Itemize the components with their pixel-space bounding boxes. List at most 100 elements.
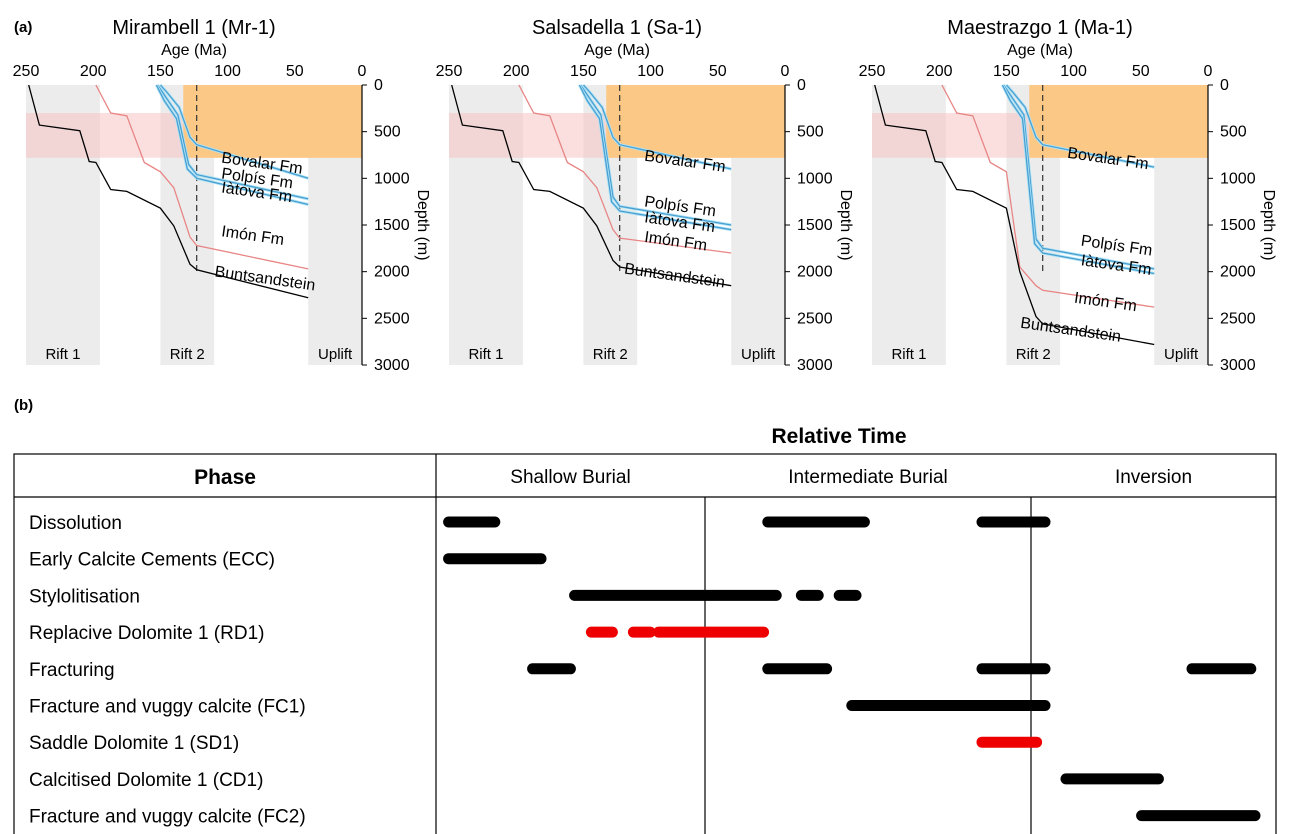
chart-title: Maestrazgo 1 (Ma-1) — [947, 17, 1133, 39]
age-axis-label: Age (Ma) — [584, 42, 650, 59]
phase-label: Dissolution — [29, 513, 122, 534]
series-label: Imón Fm — [220, 223, 285, 249]
phase-label: Stylolitisation — [29, 586, 140, 607]
phase-row: Calcitised Dolomite 1 (CD1) — [29, 770, 1164, 791]
series-label: Buntsandstein — [214, 263, 317, 294]
phase-header: Phase — [194, 466, 256, 489]
burial-chart-1: Mirambell 1 (Mr-1) Age (Ma) 250 200 150 100 50… — [13, 17, 431, 374]
depth-tick-label: 2500 — [1220, 310, 1256, 327]
period-header: Intermediate Burial — [788, 467, 947, 488]
series-line — [1005, 84, 1155, 168]
series-line — [95, 84, 309, 270]
depth-tick-label: 1500 — [797, 217, 833, 234]
series-label: Imón Fm — [1073, 290, 1138, 316]
age-tick-label: 200 — [503, 63, 530, 80]
burial-history-panels: Mirambell 1 (Mr-1) Age (Ma) 250 200 150 100 50… — [13, 17, 1277, 374]
phase-row: Dissolution — [29, 513, 1051, 534]
phase-row: Fracturing — [29, 660, 1257, 681]
series-line — [451, 84, 732, 287]
depth-tick-label: 1000 — [1220, 170, 1256, 187]
paragenetic-table: Phase Shallow Burial Intermediate Burial In… — [13, 453, 1277, 834]
age-tick-label: 250 — [859, 63, 886, 80]
age-tick-label: 150 — [993, 63, 1020, 80]
depth-tick-label: 0 — [1220, 77, 1229, 94]
panel-a-label: (a) — [14, 19, 32, 36]
chart-title: Salsadella 1 (Sa-1) — [532, 17, 702, 39]
depth-tick-label: 1500 — [374, 217, 410, 234]
depth-tick-label: 2000 — [374, 264, 410, 281]
age-tick-label: 50 — [709, 63, 727, 80]
series-line — [578, 84, 732, 231]
depth-tick-label: 1500 — [1220, 217, 1256, 234]
stage-label: Rift 2 — [1016, 346, 1051, 363]
age-tick-label: 100 — [637, 63, 664, 80]
phase-label: Fracturing — [29, 660, 115, 681]
series-line — [580, 84, 732, 226]
depth-tick-label: 2500 — [374, 310, 410, 327]
relative-time-label: Relative Time — [771, 425, 906, 448]
series-line — [582, 84, 732, 170]
depth-tick-label: 3000 — [1220, 357, 1256, 374]
depth-axis-label: Depth (m) — [837, 189, 854, 260]
table-border — [13, 453, 1277, 834]
depth-tick-label: 0 — [374, 77, 383, 94]
period-header: Shallow Burial — [510, 467, 630, 488]
stage-label: Rift 2 — [593, 346, 628, 363]
phase-label: Saddle Dolomite 1 (SD1) — [29, 733, 239, 754]
depth-tick-label: 2500 — [797, 310, 833, 327]
age-tick-label: 0 — [781, 63, 790, 80]
series-line — [941, 84, 1155, 308]
age-tick-label: 200 — [926, 63, 953, 80]
stage-label: Rift 1 — [45, 346, 80, 363]
series-line — [28, 84, 309, 299]
age-tick-label: 200 — [80, 63, 107, 80]
series-line — [1001, 84, 1155, 275]
age-tick-label: 250 — [13, 63, 40, 80]
stage-label: Rift 2 — [170, 346, 205, 363]
depth-tick-label: 1000 — [374, 170, 410, 187]
burial-chart-3: Maestrazgo 1 (Ma-1) Age (Ma) 250 200 150 100 5… — [859, 17, 1277, 374]
deposit-band — [1029, 85, 1208, 158]
series-line — [874, 84, 1155, 346]
phase-row: Stylolitisation — [29, 586, 862, 607]
depth-tick-label: 500 — [374, 124, 401, 141]
series-line — [155, 84, 309, 206]
age-tick-label: 150 — [570, 63, 597, 80]
depth-tick-label: 500 — [797, 124, 824, 141]
deposit-band — [606, 85, 785, 158]
phase-row: Saddle Dolomite 1 (SD1) — [29, 733, 1043, 754]
series-line — [159, 84, 309, 179]
burial-chart-2: Salsadella 1 (Sa-1) Age (Ma) 250 200 150 100 5… — [436, 17, 854, 374]
depth-tick-label: 3000 — [797, 357, 833, 374]
depth-tick-label: 1000 — [797, 170, 833, 187]
age-tick-label: 100 — [1060, 63, 1087, 80]
age-tick-label: 100 — [214, 63, 241, 80]
series-label: Buntsandstein — [623, 261, 726, 292]
phase-label: Calcitised Dolomite 1 (CD1) — [29, 770, 263, 791]
stage-label: Rift 1 — [891, 346, 926, 363]
depth-axis-label: Depth (m) — [1260, 189, 1277, 260]
depth-tick-label: 2000 — [1220, 264, 1256, 281]
depth-tick-label: 0 — [797, 77, 806, 94]
depth-tick-label: 500 — [1220, 124, 1247, 141]
phase-label: Early Calcite Cements (ECC) — [29, 550, 275, 571]
stage-label: Uplift — [1164, 346, 1199, 363]
phase-row: Fracture and vuggy calcite (FC2) — [29, 807, 1261, 828]
stage-label: Uplift — [318, 346, 353, 363]
depth-tick-label: 3000 — [374, 357, 410, 374]
age-tick-label: 150 — [147, 63, 174, 80]
panel-b-label: (b) — [14, 397, 33, 414]
age-tick-label: 0 — [1204, 63, 1213, 80]
deposit-band — [183, 85, 362, 158]
series-line — [1003, 84, 1155, 270]
stage-label: Uplift — [741, 346, 776, 363]
stage-label: Rift 1 — [468, 346, 503, 363]
age-axis-label: Age (Ma) — [1007, 42, 1073, 59]
phase-row: Early Calcite Cements (ECC) — [29, 550, 547, 571]
age-tick-label: 250 — [436, 63, 463, 80]
age-tick-label: 50 — [286, 63, 304, 80]
depth-axis-label: Depth (m) — [414, 189, 431, 260]
age-tick-label: 50 — [1132, 63, 1150, 80]
phase-row: Fracture and vuggy calcite (FC1) — [29, 697, 1051, 718]
